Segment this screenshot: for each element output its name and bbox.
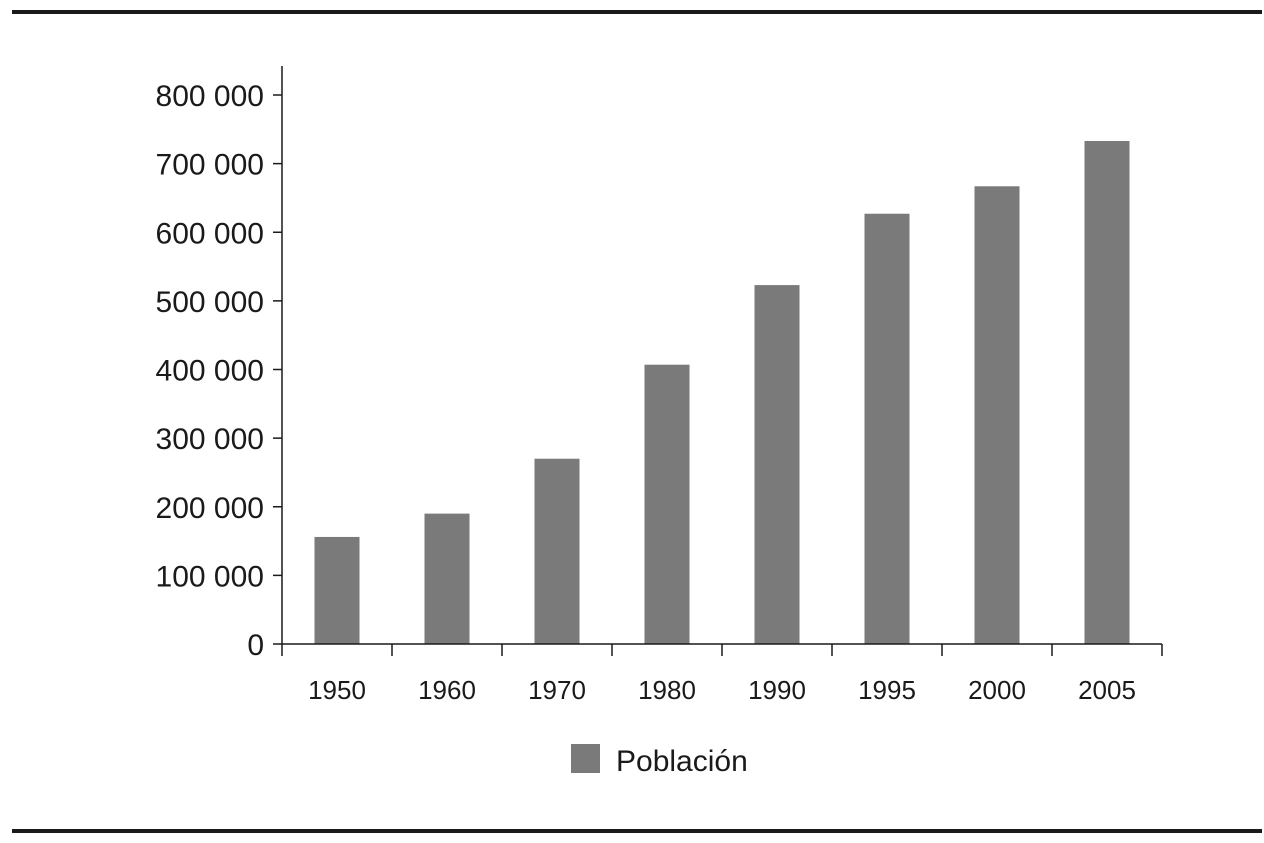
bar-1950 [314,536,360,644]
bar-1995 [864,213,910,644]
x-tick-label: 1995 [858,675,916,705]
x-tick-label: 2005 [1078,675,1136,705]
y-tick-label: 800 000 [156,80,264,113]
y-tick-label: 700 000 [156,149,264,182]
y-tick-label: 200 000 [156,492,264,525]
legend: Población [571,744,748,778]
legend-swatch-poblacion [571,744,600,773]
x-tick-label: 1980 [638,675,696,705]
y-axis: 0 100 000 200 000 300 000 400 000 500 000 600 … [156,66,283,662]
x-tick-label: 1960 [418,675,476,705]
bar-1980 [644,364,690,644]
y-tick-label: 500 000 [156,286,264,319]
y-tick-label: 600 000 [156,217,264,250]
top-rule [12,10,1262,14]
bars-group [314,140,1130,645]
bar-2005 [1084,140,1130,644]
legend-label-poblacion: Población [616,745,748,778]
y-tick-label: 100 000 [156,560,264,593]
x-tick-label: 1950 [308,675,366,705]
y-tick-label: 0 [247,629,264,662]
bar-1960 [424,513,470,644]
y-tick-label: 400 000 [156,355,264,388]
x-tick-label: 1990 [748,675,806,705]
bar-2000 [974,186,1020,645]
bar-1990 [754,285,800,644]
bar-1970 [534,458,580,644]
x-tick-label: 1970 [528,675,586,705]
y-tick-label: 300 000 [156,423,264,456]
x-axis: 1950 1960 1970 1980 1990 1995 2000 2005 [281,643,1163,705]
bottom-rule [12,829,1262,833]
x-tick-label: 2000 [968,675,1026,705]
